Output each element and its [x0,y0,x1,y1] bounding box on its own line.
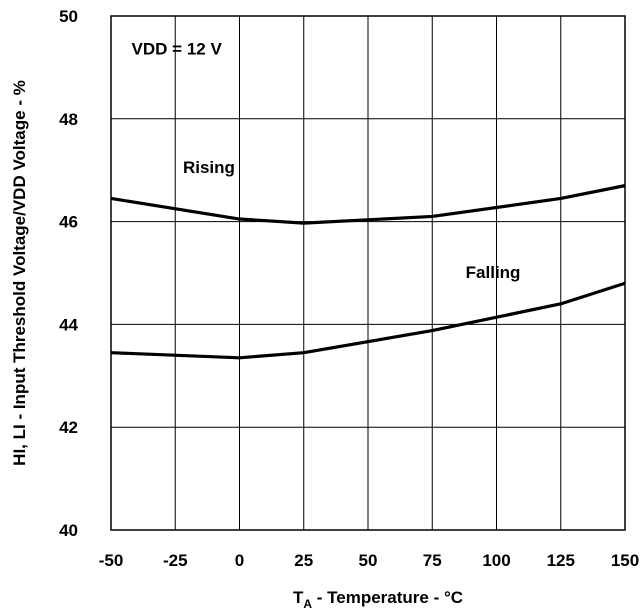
plot-frame [110,15,626,531]
y-tick-label: 40 [59,521,78,540]
x-axis-ticks: -50 -25 0 25 50 75 100 125 150 [99,551,639,570]
x-axis-label-subscript: A [303,597,312,611]
annotation-label: Falling [466,263,521,282]
x-tick-label: 100 [482,551,510,570]
y-axis-ticks: 40 42 44 46 48 50 [59,7,78,540]
x-tick-label: -50 [99,551,124,570]
x-axis-label: TA - Temperature - °C [293,588,463,611]
x-tick-label: -25 [163,551,188,570]
series-layer [110,184,626,360]
x-axis-label-main: T [293,588,304,607]
x-tick-label: 150 [611,551,639,570]
annotations: VDD = 12 V Rising Falling [132,40,521,283]
y-axis-label: HI, LI - Input Threshold Voltage/VDD Vol… [10,80,29,466]
y-tick-label: 46 [59,213,78,232]
y-tick-label: 50 [59,7,78,26]
x-axis-label-rest: - Temperature - °C [312,588,463,607]
x-tick-label: 25 [294,551,313,570]
series-line-falling [110,281,626,360]
y-tick-label: 44 [59,315,78,334]
y-tick-label: 42 [59,418,78,437]
annotation-label: Rising [183,158,235,177]
series-line-rising [110,184,626,225]
x-tick-label: 50 [359,551,378,570]
x-tick-label: 125 [547,551,575,570]
grid [110,15,626,531]
x-tick-label: 75 [423,551,442,570]
annotation-label: VDD = 12 V [132,40,223,59]
y-tick-label: 48 [59,110,78,129]
x-tick-label: 0 [235,551,244,570]
